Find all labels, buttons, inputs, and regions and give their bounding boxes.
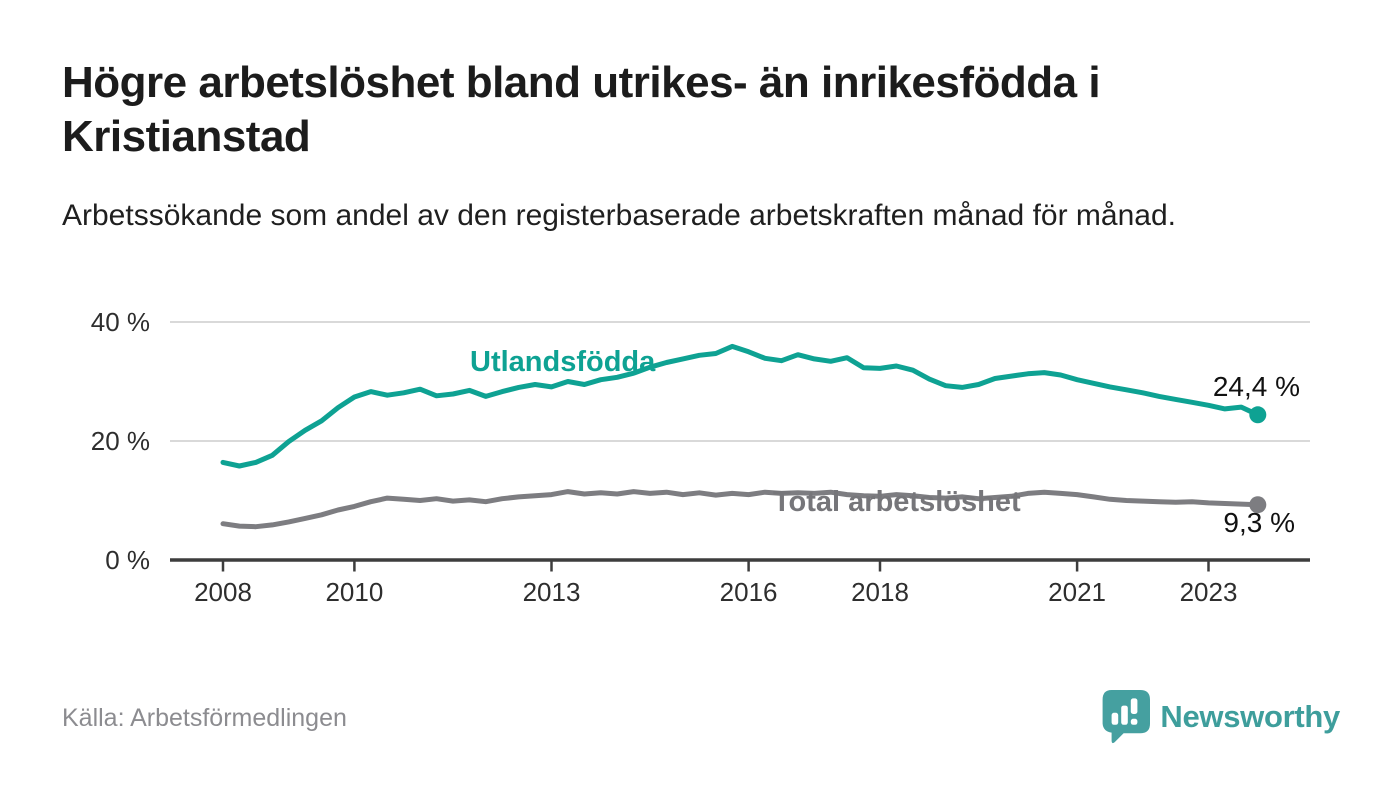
end-dot-utlandsfodda xyxy=(1249,406,1267,424)
x-axis-label-2023: 2023 xyxy=(1179,577,1238,607)
page-subtitle: Arbetssökande som andel av den registerb… xyxy=(62,199,1176,232)
x-axis-label-2008: 2008 xyxy=(194,577,252,607)
x-axis-label-2010: 2010 xyxy=(325,577,384,607)
end-value-label-total: 9,3 % xyxy=(1223,507,1295,538)
newsworthy-logo-text: Newsworthy xyxy=(1160,699,1340,734)
x-axis-label-2013: 2013 xyxy=(522,577,581,607)
newsworthy-logo-icon xyxy=(1102,690,1151,744)
end-value-label-utlandsfodda: 24,4 % xyxy=(1212,371,1300,402)
end-dot-total xyxy=(1249,496,1267,514)
y-axis-label-0: 0 % xyxy=(105,545,150,575)
series-line-total xyxy=(220,489,1261,530)
source-note: Källa: Arbetsförmedlingen xyxy=(62,704,347,732)
series-label-total-arbetsloshet: Total arbetslöshet xyxy=(773,486,1021,518)
y-axis-label-20: 20 % xyxy=(90,426,150,456)
x-axis-label-2016: 2016 xyxy=(719,577,778,607)
x-axis-label-2021: 2021 xyxy=(1048,577,1107,607)
page-title: Högre arbetslöshet bland utrikes- än inr… xyxy=(62,58,1101,161)
series-label-utlandsfodda: Utlandsfödda xyxy=(470,346,656,378)
x-axis-label-2018: 2018 xyxy=(851,577,909,607)
newsworthy-logo: Newsworthy xyxy=(1102,690,1340,744)
y-axis-label-40: 40 % xyxy=(90,307,150,337)
series-line-utlandsfodda xyxy=(220,343,1261,469)
